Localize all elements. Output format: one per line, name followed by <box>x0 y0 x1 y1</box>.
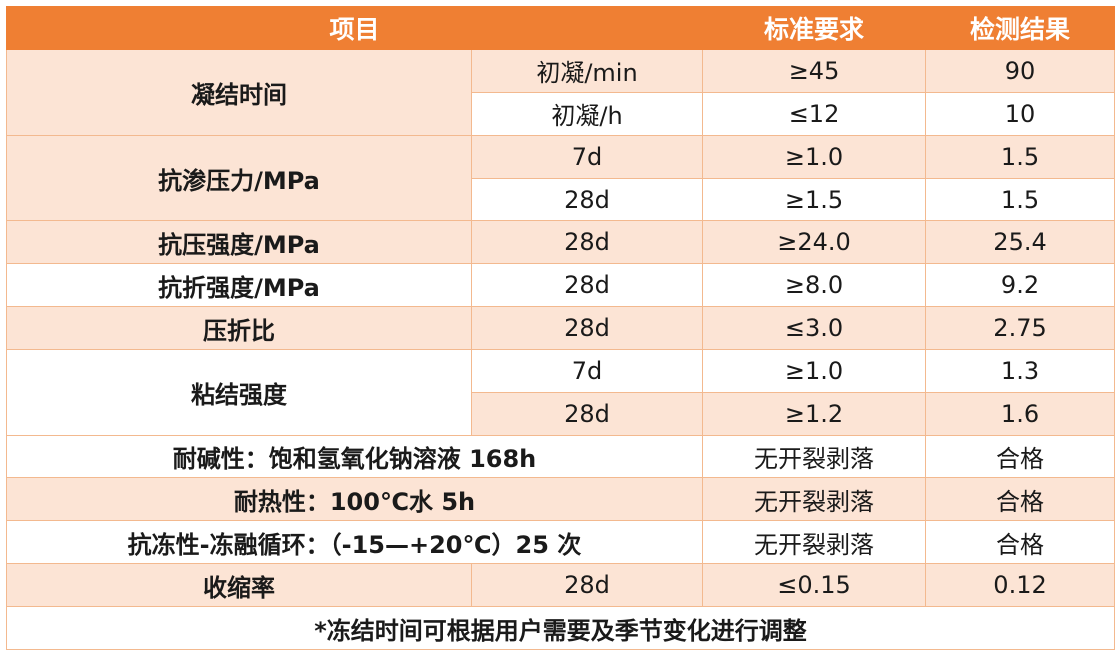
header-row: 项目 标准要求 检测结果 <box>5 5 1116 51</box>
cell-sub: 初凝/h <box>470 91 704 136</box>
table-row: 抗折强度/MPa 28d ≥8.0 9.2 <box>6 263 1116 308</box>
row-label-freeze: 抗冻性-冻融循环：（-15—+20℃）25 次 <box>5 520 704 565</box>
cell-sub: 7d <box>470 134 704 179</box>
cell-result: 1.5 <box>925 134 1116 179</box>
cell-sub: 28d <box>470 220 704 265</box>
row-label-alkali: 耐碱性：饱和氢氧化钠溶液 168h <box>5 434 704 479</box>
header-item: 项目 <box>5 5 704 51</box>
cell-result: 合格 <box>925 434 1116 479</box>
cell-result: 1.5 <box>925 177 1116 222</box>
table-row: 压折比 28d ≤3.0 2.75 <box>6 306 1116 350</box>
footnote-row: *冻结时间可根据用户需要及季节变化进行调整 <box>5 606 1116 650</box>
table-row: 收缩率 28d ≤0.15 0.12 <box>6 563 1116 608</box>
cell-result: 9.2 <box>925 263 1116 308</box>
cell-standard: ≥1.0 <box>702 348 927 393</box>
cell-standard: ≥45 <box>702 49 927 93</box>
table-row: 28d ≥1.5 1.5 <box>7 177 1116 222</box>
table-row: 耐碱性：饱和氢氧化钠溶液 168h 无开裂剥落 合格 <box>5 434 1116 479</box>
row-label-bond: 粘结强度 <box>6 348 472 436</box>
row-label-heat: 耐热性：100℃水 5h <box>5 477 704 522</box>
cell-standard: ≤3.0 <box>702 306 927 350</box>
cell-standard: 无开裂剥落 <box>702 434 927 479</box>
row-label-compressive: 抗压强度/MPa <box>6 220 472 265</box>
table-row: 抗渗压力/MPa 7d ≥1.0 1.5 <box>6 134 1116 222</box>
cell-standard: ≤0.15 <box>702 563 927 608</box>
cell-standard: ≥1.5 <box>702 177 927 222</box>
spec-table: 项目 标准要求 检测结果 凝结时间 初凝/min ≥45 90 初凝/h ≤12… <box>5 5 1116 650</box>
table-row: 抗压强度/MPa 28d ≥24.0 25.4 <box>6 220 1116 265</box>
cell-result: 2.75 <box>925 306 1116 350</box>
row-label-impermeability: 抗渗压力/MPa <box>6 134 472 222</box>
cell-sub: 28d <box>470 391 704 436</box>
cell-result: 90 <box>925 49 1116 93</box>
table-row: 28d ≥1.2 1.6 <box>7 391 1116 436</box>
cell-result: 10 <box>925 91 1116 136</box>
cell-standard: 无开裂剥落 <box>702 520 927 565</box>
cell-sub: 28d <box>470 306 704 350</box>
cell-standard: 无开裂剥落 <box>702 477 927 522</box>
cell-sub: 7d <box>470 348 704 393</box>
cell-result: 合格 <box>925 477 1116 522</box>
cell-sub: 初凝/min <box>470 49 704 93</box>
cell-standard: ≥1.2 <box>702 391 927 436</box>
cell-result: 0.12 <box>925 563 1116 608</box>
row-label-ratio: 压折比 <box>6 306 472 350</box>
header-standard: 标准要求 <box>702 5 927 51</box>
row-label-flexural: 抗折强度/MPa <box>6 263 472 308</box>
cell-result: 1.3 <box>925 348 1116 393</box>
row-label-setting-time: 凝结时间 <box>6 49 472 136</box>
table-row: 粘结强度 7d ≥1.0 1.3 <box>6 348 1116 436</box>
table-row: 初凝/h ≤12 10 <box>7 91 1116 136</box>
cell-result: 25.4 <box>925 220 1116 265</box>
cell-sub: 28d <box>470 563 704 608</box>
cell-sub: 28d <box>470 177 704 222</box>
cell-sub: 28d <box>470 263 704 308</box>
table-row: 耐热性：100℃水 5h 无开裂剥落 合格 <box>5 477 1116 522</box>
cell-standard: ≥24.0 <box>702 220 927 265</box>
cell-result: 1.6 <box>925 391 1116 436</box>
header-result: 检测结果 <box>925 5 1116 51</box>
cell-standard: ≤12 <box>702 91 927 136</box>
cell-result: 合格 <box>925 520 1116 565</box>
table-row: 凝结时间 初凝/min ≥45 90 <box>6 49 1116 136</box>
row-label-shrinkage: 收缩率 <box>6 563 472 608</box>
footnote: *冻结时间可根据用户需要及季节变化进行调整 <box>5 606 1116 650</box>
cell-standard: ≥1.0 <box>702 134 927 179</box>
cell-standard: ≥8.0 <box>702 263 927 308</box>
table-row: 抗冻性-冻融循环：（-15—+20℃）25 次 无开裂剥落 合格 <box>5 520 1116 565</box>
